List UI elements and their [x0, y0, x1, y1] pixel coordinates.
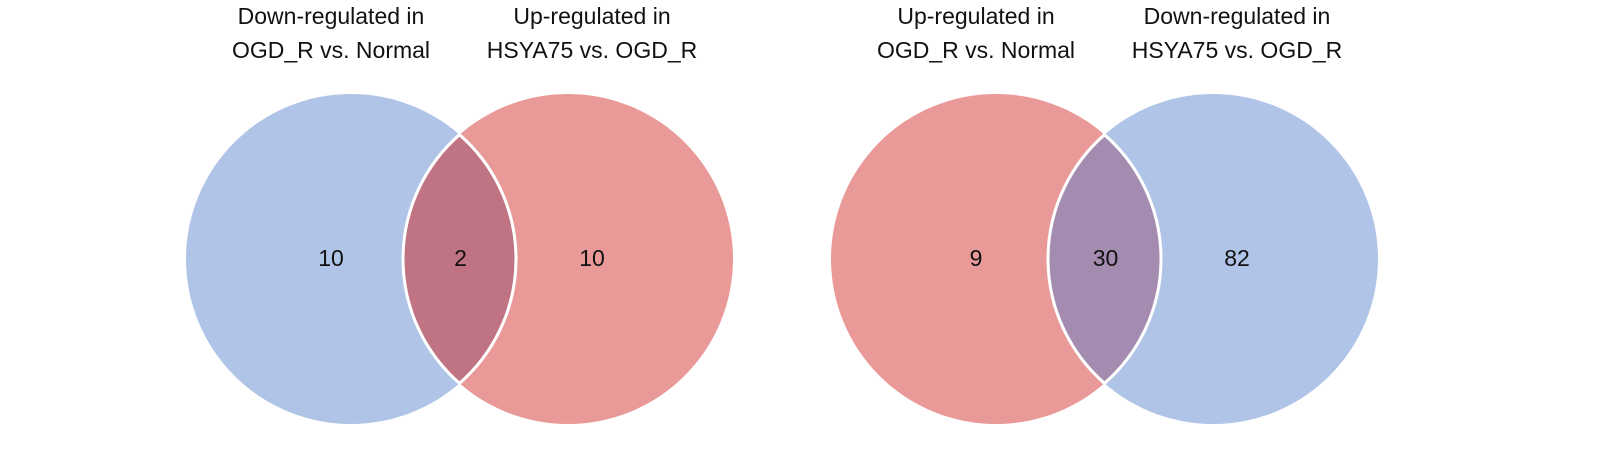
set-title: Down-regulated in — [1144, 3, 1331, 29]
set-title: Down-regulated in — [238, 3, 425, 29]
set-title: Up-regulated in — [897, 3, 1054, 29]
region-count: 9 — [970, 245, 983, 271]
set-title: OGD_R vs. Normal — [232, 37, 430, 63]
region-count: 10 — [579, 245, 605, 271]
region-count: 2 — [454, 245, 467, 271]
set-title: Up-regulated in — [513, 3, 670, 29]
overlap-region — [401, 132, 518, 386]
region-count: 10 — [318, 245, 344, 271]
set-title: HSYA75 vs. OGD_R — [487, 37, 697, 63]
set-title: HSYA75 vs. OGD_R — [1132, 37, 1342, 63]
overlap-region — [1046, 132, 1163, 386]
set-title: OGD_R vs. Normal — [877, 37, 1075, 63]
region-count: 30 — [1093, 245, 1119, 271]
region-count: 82 — [1224, 245, 1250, 271]
